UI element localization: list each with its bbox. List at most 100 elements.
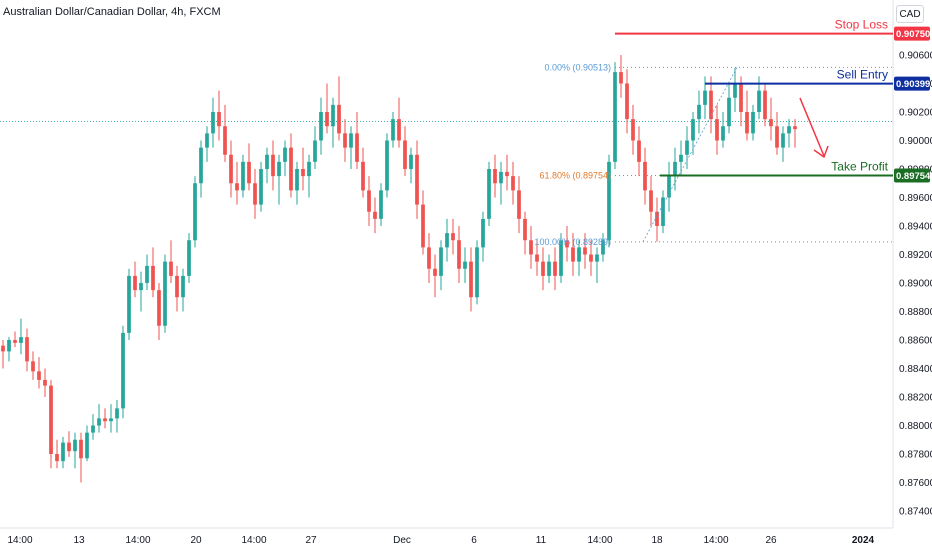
candle-body <box>55 454 59 462</box>
candle-body <box>493 169 497 184</box>
sell-entry-price-value: 0.90399 <box>896 79 930 90</box>
candle-body <box>613 72 617 162</box>
candle-body <box>535 254 539 262</box>
candle-body <box>373 211 377 219</box>
x-tick-label: 6 <box>471 535 477 546</box>
arrow-down-icon <box>799 97 825 157</box>
candle-body <box>697 104 701 120</box>
candle-body <box>409 154 413 169</box>
candle-body <box>709 90 713 120</box>
candle-body <box>331 104 335 127</box>
candle-body <box>151 265 155 291</box>
candle-body <box>631 119 635 141</box>
candle-body <box>259 169 263 205</box>
candle-body <box>607 161 611 241</box>
y-tick-label: 0.88000 <box>899 421 932 432</box>
candle-body <box>763 90 767 120</box>
candle-body <box>775 126 779 148</box>
candle-body <box>61 442 65 462</box>
candle-body <box>283 147 287 162</box>
candle-body <box>733 83 737 98</box>
candle-body <box>385 140 389 191</box>
fib-level-label: 0.00% (0.90513) <box>544 62 611 72</box>
candle-body <box>583 247 587 255</box>
x-tick-label: 14:00 <box>587 535 612 546</box>
y-tick-label: 0.87800 <box>899 450 932 461</box>
candle-body <box>571 247 575 262</box>
candle-body <box>103 418 107 422</box>
candle-body <box>379 190 383 219</box>
candle-body <box>253 183 257 205</box>
candle-body <box>313 140 317 162</box>
candle-body <box>421 204 425 248</box>
candle-body <box>163 261 167 326</box>
candle-body <box>49 385 53 454</box>
candle-body <box>787 126 791 134</box>
candle-body <box>97 418 101 426</box>
candle-body <box>319 112 323 141</box>
currency-selector[interactable]: CAD <box>896 5 924 23</box>
candle-body <box>223 126 227 155</box>
candle-body <box>127 275 131 333</box>
candle-body <box>37 371 41 380</box>
y-tick-label: 0.88800 <box>899 307 932 318</box>
candle-body <box>139 283 143 291</box>
candle-body <box>73 439 77 452</box>
y-tick-label: 0.89400 <box>899 222 932 233</box>
fib-level-label: 100.00% (0.89289) <box>534 237 611 247</box>
candle-body <box>1 345 5 352</box>
take-profit-price-value: 0.89754 <box>896 171 931 182</box>
candle-body <box>463 261 467 269</box>
candle-body <box>643 161 647 191</box>
y-tick-label: 0.89200 <box>899 250 932 261</box>
candle-body <box>475 247 479 298</box>
candle-body <box>565 240 569 248</box>
x-tick-label: 14:00 <box>241 535 266 546</box>
candle-body <box>559 240 563 276</box>
candle-body <box>229 154 233 184</box>
candle-body <box>361 161 365 191</box>
x-tick-label: 14:00 <box>7 535 32 546</box>
candle-body <box>307 161 311 177</box>
take-profit-label: Take Profit <box>831 160 888 174</box>
x-tick-label: 26 <box>765 535 777 546</box>
candle-body <box>355 133 359 162</box>
candle-body <box>187 240 191 276</box>
candle-body <box>301 169 305 177</box>
candle-body <box>403 140 407 169</box>
candle-body <box>193 183 197 241</box>
candle-body <box>481 218 485 248</box>
candle-body <box>625 83 629 120</box>
chart-title: Australian Dollar/Canadian Dollar, 4h, F… <box>3 6 221 18</box>
candle-body <box>601 240 605 255</box>
candle-body <box>367 190 371 212</box>
candle-body <box>439 247 443 276</box>
y-tick-label: 0.88200 <box>899 393 932 404</box>
candle-body <box>445 233 449 248</box>
candle-body <box>517 190 521 219</box>
candle-body <box>397 119 401 141</box>
candle-body <box>793 126 797 130</box>
candle-body <box>7 340 11 352</box>
x-tick-label: 14:00 <box>703 535 728 546</box>
candle-body <box>679 154 683 162</box>
y-tick-label: 0.90200 <box>899 108 932 119</box>
candle-body <box>85 432 89 459</box>
candle-body <box>91 425 95 433</box>
y-tick-label: 0.87600 <box>899 478 932 489</box>
y-tick-label: 0.89000 <box>899 279 932 290</box>
x-tick-label: Dec <box>393 535 411 546</box>
take-profit-price-badge <box>894 168 930 183</box>
candle-body <box>349 133 353 148</box>
x-tick-label: 11 <box>536 535 547 546</box>
candle-body <box>79 439 83 459</box>
y-tick-label: 0.90600 <box>899 51 932 62</box>
candle-body <box>157 290 161 326</box>
candle-body <box>31 361 35 372</box>
x-tick-label: 27 <box>305 535 317 546</box>
stop-loss-label: Stop Loss <box>835 18 888 32</box>
candle-body <box>205 133 209 148</box>
y-tick-label: 0.87400 <box>899 507 932 518</box>
candle-body <box>685 140 689 155</box>
